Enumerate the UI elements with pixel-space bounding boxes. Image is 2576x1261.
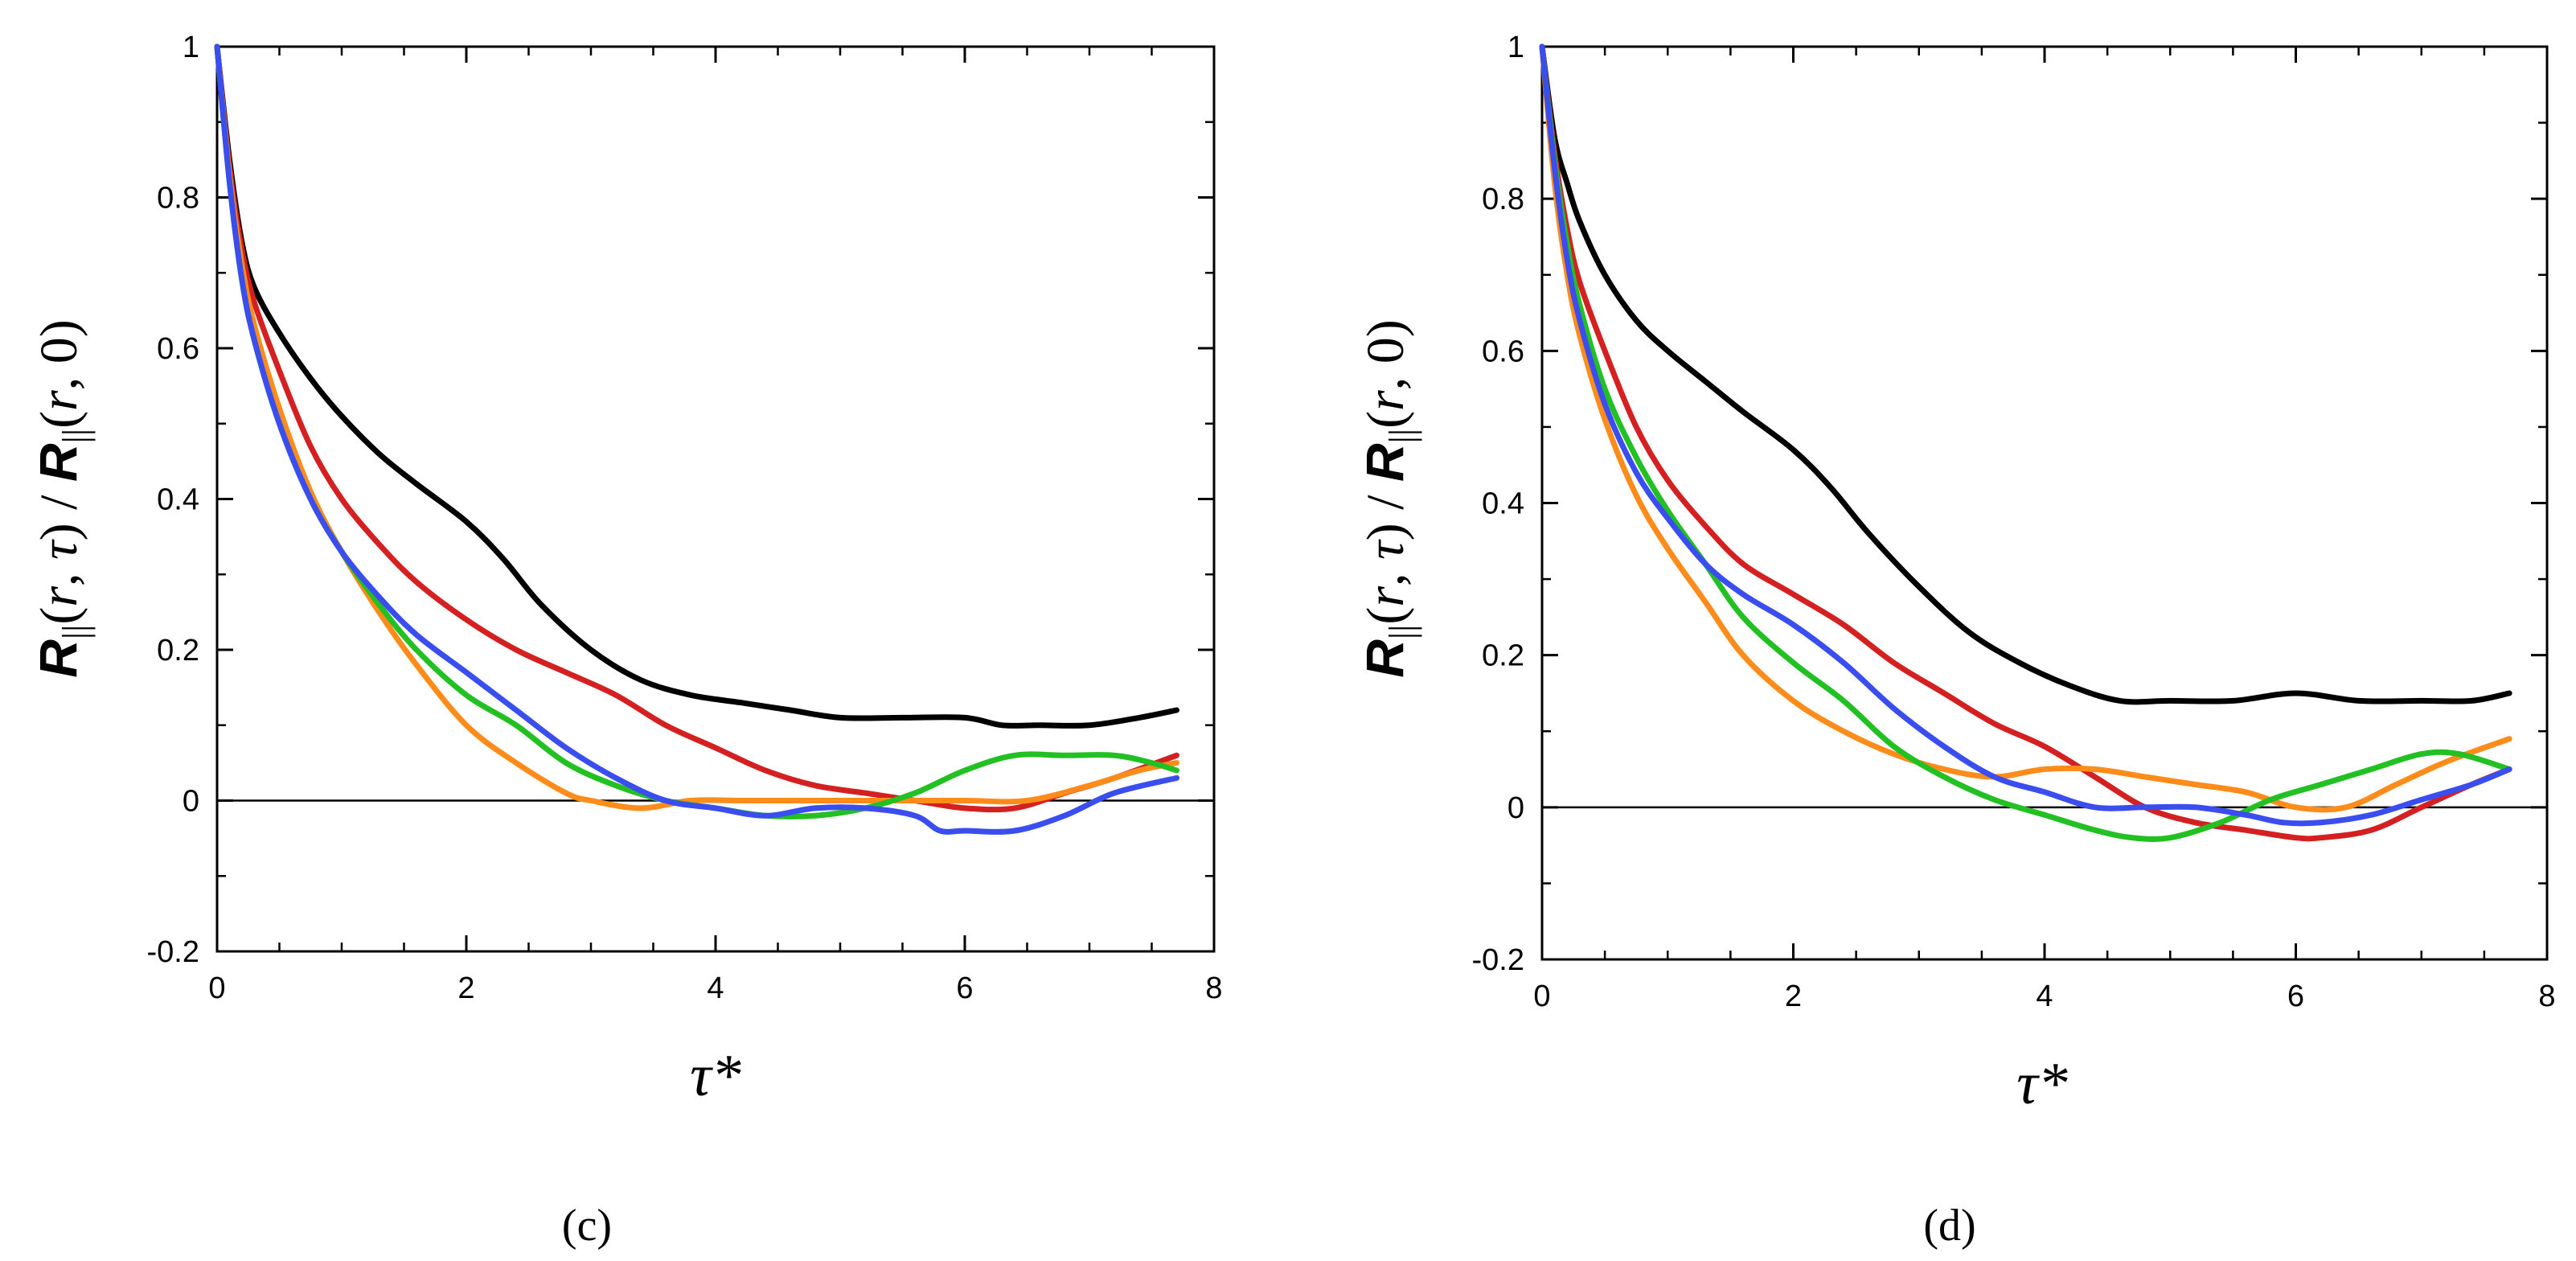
chart-panel-c: -0.2 0 0.2 0.4 0.6 0.8 1 0 2 4 6 8 R||(r, τ) / R||… (28, 31, 1223, 1251)
panel-label: (d) (1923, 1201, 1975, 1251)
series-line-green (1539, 43, 2512, 842)
y-axis-label: R||(r, τ) / R||(r, 0) (1355, 319, 1422, 677)
x-tick-label: 6 (956, 971, 973, 1005)
y-tick-label: 0.2 (157, 634, 199, 667)
x-tick-label: 4 (707, 971, 724, 1005)
y-tick-label: 0.4 (1482, 487, 1524, 521)
y-tick-label: 0 (1507, 791, 1524, 825)
series-line-red (214, 43, 1179, 813)
y-tick-label: 0.6 (1482, 335, 1524, 368)
y-tick-label: 0 (183, 785, 199, 819)
y-tick-label: 0.4 (157, 483, 199, 517)
x-tick-labels: 0 2 4 6 8 (1533, 980, 2555, 1013)
x-tick-label: 0 (1533, 980, 1550, 1013)
x-tick-label: 8 (2538, 980, 2555, 1013)
y-tick-labels: -0.2 0 0.2 0.4 0.6 0.8 1 (147, 31, 199, 969)
series-line-orange (214, 43, 1179, 811)
series-line-blue (214, 43, 1179, 835)
x-tick-label: 6 (2287, 980, 2304, 1013)
chart-panel-d: -0.2 0 0.2 0.4 0.6 0.8 1 0 2 4 6 8 R||(r, τ) / R||… (1355, 31, 2556, 1251)
x-tick-label: 2 (1785, 980, 1802, 1013)
series-line-red (1539, 43, 2512, 842)
series-line-green (214, 43, 1179, 819)
x-tick-label: 0 (208, 971, 225, 1005)
y-tick-label: 1 (183, 31, 199, 64)
y-axis-label: R||(r, τ) / R||(r, 0) (28, 319, 96, 677)
x-tick-label: 2 (457, 971, 474, 1005)
x-tick-label: 4 (2036, 980, 2053, 1013)
y-tick-label: 0.8 (157, 182, 199, 216)
panel-label: (c) (562, 1201, 612, 1251)
y-tick-label: 0.2 (1482, 639, 1524, 673)
y-tick-label: 0.8 (1482, 183, 1524, 216)
y-tick-label: -0.2 (147, 935, 199, 969)
series-line-black (214, 43, 1179, 729)
series-line-black (1539, 43, 2512, 705)
y-tick-label: 1 (1507, 31, 1524, 64)
x-tick-label: 8 (1205, 971, 1222, 1005)
series-line-orange (1539, 43, 2512, 813)
x-axis-label: τ* (2016, 1051, 2068, 1117)
y-tick-labels: -0.2 0 0.2 0.4 0.6 0.8 1 (1472, 31, 1524, 977)
x-tick-labels: 0 2 4 6 8 (208, 971, 1222, 1005)
series-line-blue (1539, 43, 2512, 827)
series-group (1539, 43, 2512, 842)
x-axis-label: τ* (690, 1043, 741, 1109)
series-group (214, 43, 1179, 835)
y-tick-label: 0.6 (157, 332, 199, 366)
y-tick-label: -0.2 (1472, 943, 1524, 977)
